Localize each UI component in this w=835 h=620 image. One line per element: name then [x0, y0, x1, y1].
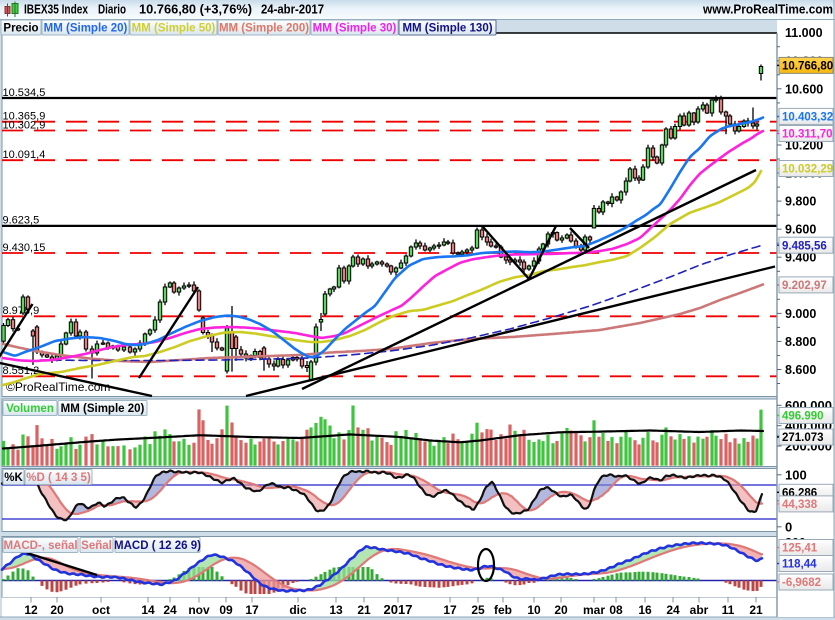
svg-text:44,338: 44,338 [782, 499, 818, 511]
svg-text:10.600: 10.600 [785, 82, 823, 96]
svg-text:9.623,5: 9.623,5 [3, 215, 40, 227]
svg-text:10.766,80 (+3,76%): 10.766,80 (+3,76%) [139, 3, 252, 17]
svg-text:abr: abr [690, 603, 709, 617]
svg-text:MM (Simple 20): MM (Simple 20) [44, 23, 128, 35]
svg-text:9.600: 9.600 [785, 223, 816, 237]
svg-text:MM (Simple 20): MM (Simple 20) [61, 403, 145, 415]
svg-text:MM (Simple 50): MM (Simple 50) [132, 23, 216, 35]
svg-text:%D ( 14 3 5): %D ( 14 3 5) [26, 472, 91, 484]
svg-text:Señal: Señal [81, 540, 112, 552]
svg-text:9.400: 9.400 [785, 251, 816, 265]
svg-text:2017: 2017 [384, 602, 413, 617]
svg-text:Volumen: Volumen [6, 403, 54, 415]
svg-text:125,41: 125,41 [782, 543, 818, 555]
svg-text:16: 16 [638, 603, 652, 617]
svg-text:13: 13 [329, 603, 343, 617]
svg-text:©ProRealTime.com: ©ProRealTime.com [6, 380, 110, 394]
svg-text:MM (Simple 200): MM (Simple 200) [219, 23, 309, 35]
svg-text:9.430,15: 9.430,15 [3, 242, 46, 254]
svg-text:8.600: 8.600 [785, 363, 816, 377]
svg-text:MM (Simple 30): MM (Simple 30) [313, 23, 397, 35]
svg-text:10: 10 [527, 603, 541, 617]
svg-text:9.485,56: 9.485,56 [782, 240, 827, 252]
svg-text:IBEX35 Index: IBEX35 Index [24, 3, 88, 17]
svg-text:Diario: Diario [98, 3, 126, 17]
svg-text:oct: oct [92, 603, 110, 617]
svg-text:feb: feb [494, 603, 512, 617]
svg-text:8.551,2: 8.551,2 [3, 365, 40, 377]
svg-text:21: 21 [749, 603, 763, 617]
svg-text:mar: mar [583, 603, 605, 617]
svg-text:MACD-, señal: MACD-, señal [3, 540, 77, 552]
svg-text:9.000: 9.000 [785, 307, 816, 321]
svg-text:20: 20 [554, 603, 568, 617]
svg-text:20: 20 [50, 603, 64, 617]
svg-text:10.091,4: 10.091,4 [3, 149, 46, 161]
svg-text:dic: dic [289, 603, 307, 617]
svg-text:10.302,9: 10.302,9 [3, 119, 46, 131]
svg-text:09: 09 [219, 603, 233, 617]
svg-text:%K: %K [4, 472, 23, 484]
svg-text:100: 100 [785, 467, 807, 482]
svg-text:10.534,5: 10.534,5 [3, 87, 46, 99]
svg-text:10.032,29: 10.032,29 [782, 164, 833, 176]
svg-text:08: 08 [609, 603, 623, 617]
svg-text:25: 25 [471, 603, 485, 617]
svg-text:11.000: 11.000 [785, 26, 823, 40]
svg-text:MM (Simple 130): MM (Simple 130) [402, 23, 492, 35]
svg-text:10.365,9: 10.365,9 [3, 111, 46, 123]
svg-text:271.073: 271.073 [782, 432, 824, 444]
svg-text:17: 17 [245, 603, 259, 617]
svg-text:118,44: 118,44 [782, 559, 817, 571]
svg-text:10.403,32: 10.403,32 [782, 112, 833, 124]
svg-text:-6,9682: -6,9682 [782, 577, 821, 589]
svg-text:Precio: Precio [3, 23, 38, 35]
svg-text:10.766,80: 10.766,80 [782, 61, 833, 73]
svg-text:8.800: 8.800 [785, 335, 816, 349]
svg-text:17: 17 [443, 603, 457, 617]
svg-text:0: 0 [785, 519, 792, 534]
svg-text:24: 24 [666, 603, 680, 617]
svg-text:www.ProRealTime.com: www.ProRealTime.com [702, 3, 833, 17]
svg-text:24: 24 [163, 603, 177, 617]
svg-text:496.990: 496.990 [782, 411, 824, 423]
svg-text:nov: nov [188, 603, 210, 617]
svg-text:MACD ( 12 26 9): MACD ( 12 26 9) [114, 540, 201, 552]
svg-text:11: 11 [722, 603, 735, 617]
svg-text:9.202,97: 9.202,97 [782, 280, 827, 292]
svg-text:10.311,70: 10.311,70 [782, 129, 833, 141]
svg-text:24-abr-2017: 24-abr-2017 [261, 3, 324, 17]
svg-text:9.800: 9.800 [785, 195, 816, 209]
svg-text:14: 14 [141, 603, 155, 617]
svg-text:12: 12 [24, 603, 38, 617]
svg-text:21: 21 [357, 603, 371, 617]
